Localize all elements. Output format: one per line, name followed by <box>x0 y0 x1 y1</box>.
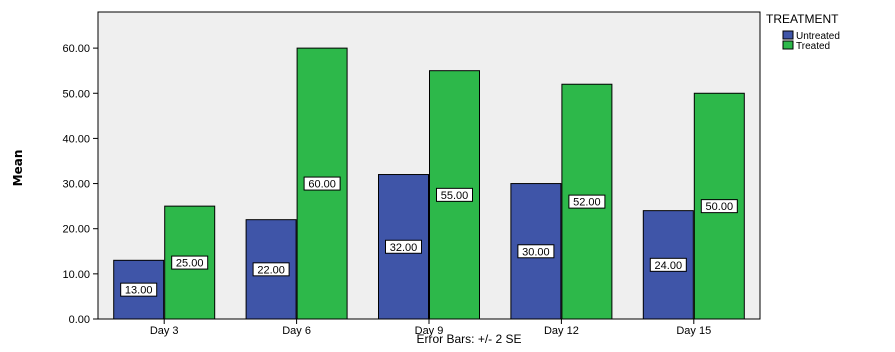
y-tick-label: 30.00 <box>62 179 90 191</box>
x-tick-label: Day 9 <box>415 325 444 337</box>
y-tick-label: 60.00 <box>62 43 90 55</box>
data-label-box <box>700 199 738 214</box>
data-labels: 13.00 25.00 22.00 60.00 32.00 55.00 30.00 52.00… <box>120 176 738 297</box>
x-tick-label: Day 15 <box>676 325 711 337</box>
data-label-box <box>568 194 606 209</box>
legend-swatch-untreated <box>782 30 794 40</box>
data-label-box <box>385 239 422 254</box>
y-axis: 0.00 10.00 20.00 30.00 40.00 50.00 60.00 <box>62 43 98 326</box>
data-label: 22.00 <box>257 264 285 276</box>
x-axis: Day 3 Day 6 Day 9 Day 12 Day 15 <box>150 319 711 337</box>
y-axis-label: Mean <box>11 150 25 187</box>
data-label-box <box>171 255 209 270</box>
y-tick-label: 0.00 <box>69 314 90 326</box>
y-tick-label: 20.00 <box>62 224 90 236</box>
y-tick-label: 40.00 <box>62 133 90 145</box>
data-label-box <box>517 244 555 259</box>
data-label-box <box>436 187 473 202</box>
data-label: 60.00 <box>308 179 336 191</box>
data-label: 52.00 <box>573 197 601 209</box>
legend-label-treated: Treated <box>796 41 830 52</box>
x-tick-label: Day 3 <box>150 325 179 337</box>
data-label: 50.00 <box>706 201 734 213</box>
data-label-box <box>303 176 341 191</box>
data-label: 24.00 <box>655 260 683 272</box>
data-label: 55.00 <box>441 190 469 202</box>
data-label: 13.00 <box>125 285 153 297</box>
legend-label-untreated: Untreated <box>796 31 840 42</box>
y-tick-label: 50.00 <box>62 88 90 100</box>
legend-title: TREATMENT <box>766 12 839 26</box>
legend-swatch-treated <box>782 40 794 50</box>
data-label: 25.00 <box>176 258 204 270</box>
x-tick-label: Day 12 <box>544 325 579 337</box>
x-axis-caption: Error Bars: +/- 2 SE <box>416 332 521 346</box>
data-label-box <box>120 282 158 297</box>
data-label-box <box>649 257 687 272</box>
y-tick-label: 10.00 <box>62 269 90 281</box>
data-label: 30.00 <box>522 246 550 258</box>
data-label: 32.00 <box>390 242 418 254</box>
data-label-box <box>252 262 290 277</box>
x-tick-label: Day 6 <box>282 325 311 337</box>
